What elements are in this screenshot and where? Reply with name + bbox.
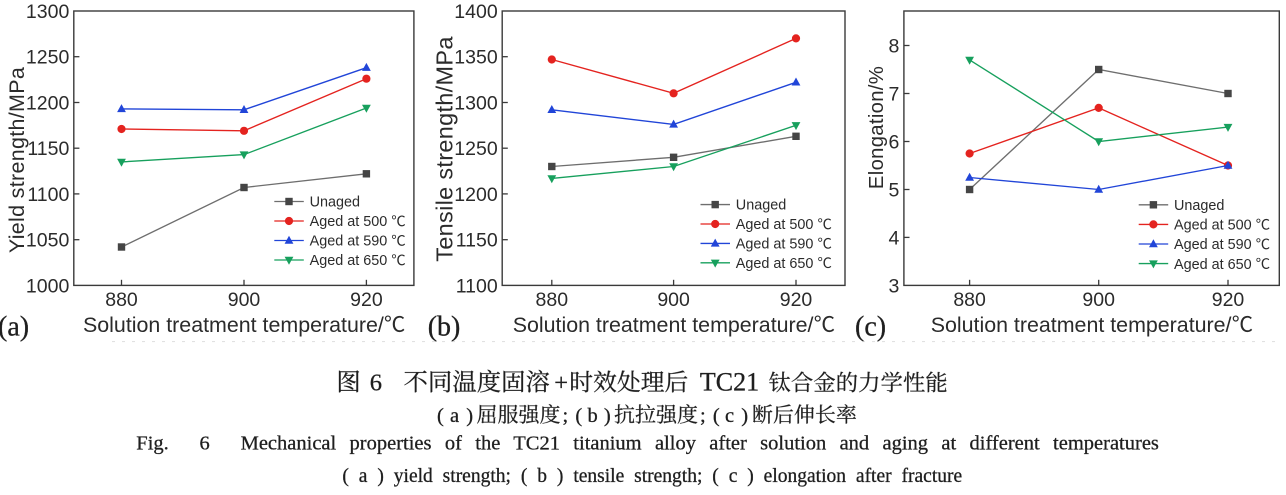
svg-text:Aged at 500: Aged at 500 xyxy=(1174,218,1256,234)
svg-text:): ) xyxy=(466,405,473,427)
svg-text:Elongation/%: Elongation/% xyxy=(866,66,888,189)
svg-text:900: 900 xyxy=(1082,289,1115,311)
svg-text:880: 880 xyxy=(536,289,569,311)
svg-text:Aged at 650: Aged at 650 xyxy=(736,256,818,272)
svg-text:Tensile strength/MPa: Tensile strength/MPa xyxy=(432,36,458,262)
svg-text:Solution treatment temperature: Solution treatment temperature/ xyxy=(513,313,814,337)
svg-text:Aged at 500: Aged at 500 xyxy=(736,217,818,233)
svg-text:Yield strength/MPa: Yield strength/MPa xyxy=(5,67,29,253)
svg-text:Solution treatment temperature: Solution treatment temperature/ xyxy=(931,313,1232,337)
svg-text:Aged at 590: Aged at 590 xyxy=(736,237,818,253)
svg-text:1200: 1200 xyxy=(26,93,70,115)
svg-text:Aged at 650: Aged at 650 xyxy=(1174,257,1256,273)
svg-text:1000: 1000 xyxy=(26,275,70,297)
svg-text:1150: 1150 xyxy=(27,138,69,160)
svg-text:1400: 1400 xyxy=(454,1,498,23)
svg-text:1250: 1250 xyxy=(454,138,498,160)
svg-text:4: 4 xyxy=(889,227,900,249)
svg-text:1050: 1050 xyxy=(26,230,70,252)
svg-text:Aged at 590: Aged at 590 xyxy=(310,234,392,250)
svg-text:Unaged: Unaged xyxy=(310,195,360,211)
svg-text:Unaged: Unaged xyxy=(736,198,786,214)
svg-text:1100: 1100 xyxy=(27,184,69,206)
svg-text:5: 5 xyxy=(889,180,900,202)
svg-text:(c): (c) xyxy=(855,311,886,342)
svg-text:(: ( xyxy=(713,405,720,427)
svg-text:6: 6 xyxy=(370,370,382,397)
svg-text:c: c xyxy=(725,405,734,427)
svg-text:Fig.: Fig. xyxy=(136,433,168,455)
svg-text:Aged at 500: Aged at 500 xyxy=(310,214,392,230)
svg-text:1250: 1250 xyxy=(26,47,70,69)
svg-text:920: 920 xyxy=(350,289,383,311)
svg-text:(: ( xyxy=(575,405,582,427)
svg-text:(a): (a) xyxy=(0,311,29,342)
svg-text:6: 6 xyxy=(889,132,900,154)
svg-text:(b): (b) xyxy=(428,311,461,342)
svg-text:920: 920 xyxy=(780,289,813,311)
svg-text:Unaged: Unaged xyxy=(1174,198,1224,214)
svg-text:1300: 1300 xyxy=(26,1,70,23)
svg-text:+: + xyxy=(554,370,568,397)
svg-text:1150: 1150 xyxy=(456,230,498,252)
svg-text:): ) xyxy=(741,405,748,427)
svg-text:(: ( xyxy=(437,405,444,427)
svg-text:900: 900 xyxy=(228,289,261,311)
svg-text:1300: 1300 xyxy=(454,93,498,115)
svg-text:Aged at 650: Aged at 650 xyxy=(310,253,392,269)
svg-text:3: 3 xyxy=(889,275,900,297)
svg-text:880: 880 xyxy=(953,289,986,311)
svg-text:a: a xyxy=(450,405,459,427)
svg-text:6: 6 xyxy=(200,433,210,455)
svg-text:Solution treatment temperature: Solution treatment temperature/ xyxy=(83,313,384,337)
svg-text:8: 8 xyxy=(889,36,900,58)
svg-text:880: 880 xyxy=(105,289,138,311)
svg-text:7: 7 xyxy=(889,84,900,106)
svg-text:b: b xyxy=(588,405,598,427)
svg-text:( a ) yield strength; ( b ) te: ( a ) yield strength; ( b ) tensile stre… xyxy=(342,466,962,487)
svg-text:): ) xyxy=(604,405,611,427)
svg-text:1350: 1350 xyxy=(454,47,498,69)
svg-text:920: 920 xyxy=(1212,289,1245,311)
svg-text:Aged at 590: Aged at 590 xyxy=(1174,237,1256,253)
svg-text:900: 900 xyxy=(657,289,690,311)
svg-text:1100: 1100 xyxy=(456,275,498,297)
svg-text:TC21: TC21 xyxy=(700,368,759,397)
svg-text:;: ; xyxy=(563,405,569,427)
svg-text:Mechanical properties of the T: Mechanical properties of the TC21 titani… xyxy=(241,433,1159,455)
svg-text:;: ; xyxy=(700,405,706,427)
svg-text:1200: 1200 xyxy=(454,184,498,206)
